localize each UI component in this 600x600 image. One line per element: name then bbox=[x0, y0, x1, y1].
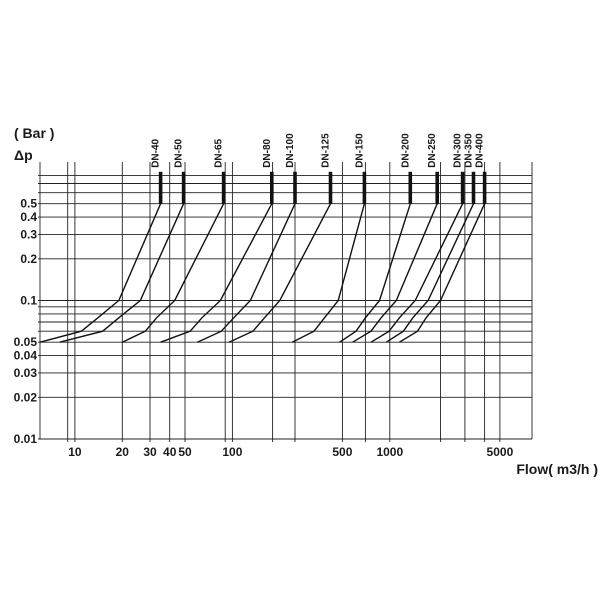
y-tick-label: 0.1 bbox=[20, 294, 37, 308]
y-tick-label: 0.5 bbox=[20, 197, 37, 211]
x-tick-label: 100 bbox=[222, 445, 242, 459]
series-curve bbox=[352, 203, 438, 343]
series-label: DN-80 bbox=[262, 138, 273, 167]
series-curve bbox=[197, 203, 296, 343]
series-label: DN-250 bbox=[427, 133, 438, 168]
y-tick-label: 0.04 bbox=[14, 349, 38, 363]
series-curve bbox=[59, 203, 185, 343]
x-tick-label: 20 bbox=[116, 445, 130, 459]
x-tick-label: 5000 bbox=[487, 445, 514, 459]
y-tick-label: 0.02 bbox=[14, 390, 38, 404]
series-curve bbox=[399, 203, 486, 343]
series-curve bbox=[39, 203, 162, 343]
x-tick-label: 10 bbox=[68, 445, 82, 459]
x-tick-label: 40 bbox=[163, 445, 177, 459]
plot-area: 0.50.4 0.3 0.2 0.1 0.050.04 0.03 0.02 0.01 10 20 3… bbox=[14, 133, 533, 459]
series-label: DN-300 bbox=[453, 133, 464, 168]
y-axis-unit-label: ( Bar ) bbox=[14, 125, 54, 141]
series-label: DN-50 bbox=[174, 138, 185, 167]
series-label: DN-125 bbox=[321, 133, 332, 168]
y-tick-label: 0.05 bbox=[14, 335, 38, 349]
series-curve bbox=[370, 203, 464, 343]
series-curve bbox=[385, 203, 475, 343]
y-tick-label: 0.03 bbox=[14, 366, 38, 380]
series-label: DN-350 bbox=[464, 133, 475, 168]
series-label: DN-40 bbox=[151, 138, 162, 167]
y-tick-label: 0.2 bbox=[20, 252, 37, 266]
y-tick-label: 0.4 bbox=[20, 210, 37, 224]
series-label: DN-65 bbox=[214, 138, 225, 167]
y-tick-label: 0.01 bbox=[14, 432, 38, 446]
series-label: DN-400 bbox=[475, 133, 486, 168]
y-axis-title: Δp bbox=[14, 147, 33, 163]
x-tick-label: 500 bbox=[332, 445, 352, 459]
series-curve bbox=[291, 203, 366, 343]
y-tick-label: 0.3 bbox=[20, 227, 37, 241]
series-label: DN-200 bbox=[400, 133, 411, 168]
series-label: DN-100 bbox=[285, 133, 296, 168]
x-tick-label: 30 bbox=[143, 445, 157, 459]
x-tick-label: 1000 bbox=[376, 445, 403, 459]
series-curve bbox=[160, 203, 273, 343]
series-curve bbox=[228, 203, 332, 343]
series-curve bbox=[121, 203, 225, 343]
series-curve bbox=[339, 203, 411, 343]
series-label: DN-150 bbox=[354, 133, 365, 168]
x-tick-label: 50 bbox=[178, 445, 192, 459]
x-axis-title: Flow( m3/h ) bbox=[516, 461, 598, 477]
